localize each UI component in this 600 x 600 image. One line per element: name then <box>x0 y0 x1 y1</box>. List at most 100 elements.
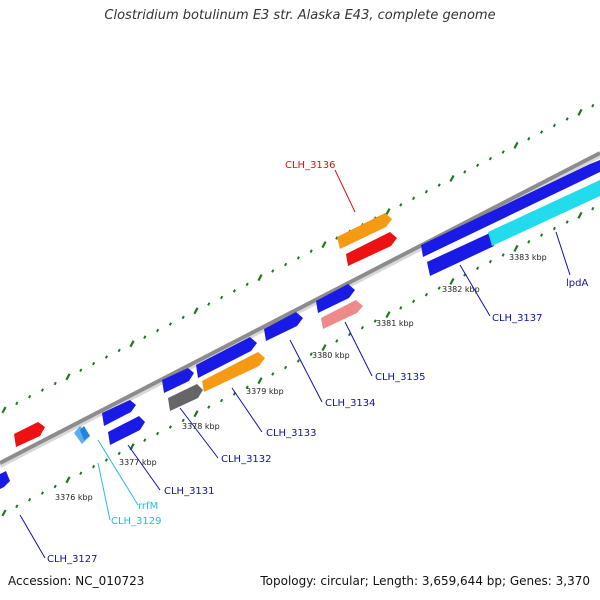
kbp-label: 3379 kbp <box>246 387 284 396</box>
scale-tick <box>181 315 185 320</box>
scale-tick <box>53 484 57 489</box>
scale-tick <box>1 406 7 414</box>
scale-tick <box>92 361 96 366</box>
gene-label-clh3134[interactable]: CLH_3134 <box>325 398 376 409</box>
scale-tick <box>476 163 480 167</box>
gene-clh3136-orange[interactable] <box>337 213 392 249</box>
leader-clh3135 <box>344 321 373 377</box>
gene-label-clh3135[interactable]: CLH_3135 <box>375 372 426 383</box>
scale-tick <box>28 394 32 399</box>
scale-tick <box>117 348 121 353</box>
kbp-label: 3376 kbp <box>55 493 93 502</box>
scale-tick <box>385 311 391 319</box>
scale-tick <box>552 123 556 128</box>
kbp-labels: 3376 kbp 3377 kbp 3378 kbp 3379 kbp 3380… <box>55 253 547 502</box>
gene-clh3131[interactable] <box>108 416 145 445</box>
gene-clh3132[interactable] <box>168 384 203 411</box>
gene-label-clh3127[interactable]: CLH_3127 <box>47 554 98 565</box>
scale-tick <box>257 274 263 282</box>
gene-label-clh3131[interactable]: CLH_3131 <box>164 486 215 497</box>
gene-label-clh3137[interactable]: CLH_3137 <box>492 313 543 324</box>
scale-tick <box>577 108 583 116</box>
scale-tick <box>552 226 556 231</box>
scale-tick <box>207 302 211 306</box>
gene-label-clh3136[interactable]: CLH_3136 <box>285 160 336 171</box>
gene-lpda[interactable] <box>488 180 600 246</box>
scale-tick <box>412 299 416 304</box>
scale-tick <box>501 253 505 257</box>
gene-clh3127[interactable] <box>0 471 10 489</box>
scale-tick <box>565 117 569 121</box>
scale-tick <box>488 259 492 264</box>
scale-tick <box>257 377 263 385</box>
gene-label-clh3129[interactable]: CLH_3129 <box>111 516 162 527</box>
leader-clh3133 <box>231 387 263 433</box>
scale-tick <box>360 326 364 330</box>
gene-rearrangement-left[interactable] <box>14 422 45 447</box>
gene-clh3129[interactable] <box>74 426 90 444</box>
scale-tick <box>79 368 83 372</box>
gene-clh3135-upper[interactable] <box>316 284 355 313</box>
gene-clh3131-upper[interactable] <box>102 400 136 426</box>
scale-tick <box>577 211 583 219</box>
scale-tick <box>156 328 160 333</box>
gene-upper-long[interactable] <box>421 160 600 257</box>
scale-tick <box>143 438 147 442</box>
scale-tick <box>424 189 428 194</box>
kbp-label: 3382 kbp <box>442 285 480 294</box>
gene-labels: CLH_3127 CLH_3129 rrfM CLH_3131 CLH_3132… <box>47 160 588 565</box>
accession-text: Accession: NC_010723 <box>8 574 145 588</box>
leader-clh3134 <box>289 339 323 403</box>
scale-tick <box>40 388 44 392</box>
scale-tick <box>92 464 96 469</box>
scale-tick <box>501 150 505 154</box>
genome-summary-text: Topology: circular; Length: 3,659,644 bp… <box>260 574 590 588</box>
gene-clh3135[interactable] <box>321 300 363 329</box>
scale-tick <box>309 352 313 356</box>
leader-clh3127 <box>19 514 46 559</box>
scale-tick <box>437 286 441 290</box>
scale-tick <box>513 141 519 149</box>
gene-label-clh3133[interactable]: CLH_3133 <box>266 428 317 439</box>
gene-clh3133[interactable] <box>202 352 265 392</box>
leader-clh3132 <box>179 407 219 459</box>
gene-clh3132-upper[interactable] <box>162 368 194 393</box>
scale-tick <box>207 405 211 409</box>
genome-title: Clostridium botulinum E3 str. Alaska E43… <box>104 8 496 23</box>
scale-tick <box>117 451 121 456</box>
gene-label-clh3132[interactable]: CLH_3132 <box>221 454 272 465</box>
leader-clh3136 <box>334 169 356 213</box>
scale-tick <box>271 269 275 273</box>
scale-tick <box>335 339 339 343</box>
gene-clh3137[interactable] <box>427 232 494 276</box>
scale-tick <box>540 130 544 134</box>
scale-tick <box>65 476 71 484</box>
scale-tick <box>104 355 108 359</box>
tick-marks <box>1 103 595 517</box>
scale-tick <box>373 319 377 323</box>
leader-clh3129 <box>97 462 111 521</box>
kbp-label: 3378 kbp <box>182 422 220 431</box>
scale-tick <box>424 292 428 297</box>
leader-rrfm <box>97 439 139 506</box>
scale-tick <box>168 425 172 429</box>
gene-clh3133-upper[interactable] <box>196 337 257 378</box>
scale-tick <box>284 262 288 267</box>
gene-label-rrfm[interactable]: rrfM <box>138 501 158 512</box>
gene-clh3134[interactable] <box>264 312 303 341</box>
scale-tick <box>79 471 83 475</box>
scale-tick <box>296 256 300 260</box>
gene-clh3136[interactable] <box>346 232 397 266</box>
scale-tick <box>143 335 147 339</box>
leader-clh3137 <box>459 264 491 317</box>
scale-tick <box>399 203 403 207</box>
scale-tick <box>527 137 531 141</box>
kbp-label: 3380 kbp <box>312 351 350 360</box>
gene-label-lpda[interactable]: lpdA <box>566 278 588 289</box>
scale-tick <box>65 373 71 381</box>
scale-tick <box>540 233 544 237</box>
scale-tick <box>591 103 595 108</box>
kbp-label: 3383 kbp <box>509 253 547 262</box>
scale-tick <box>193 410 199 418</box>
